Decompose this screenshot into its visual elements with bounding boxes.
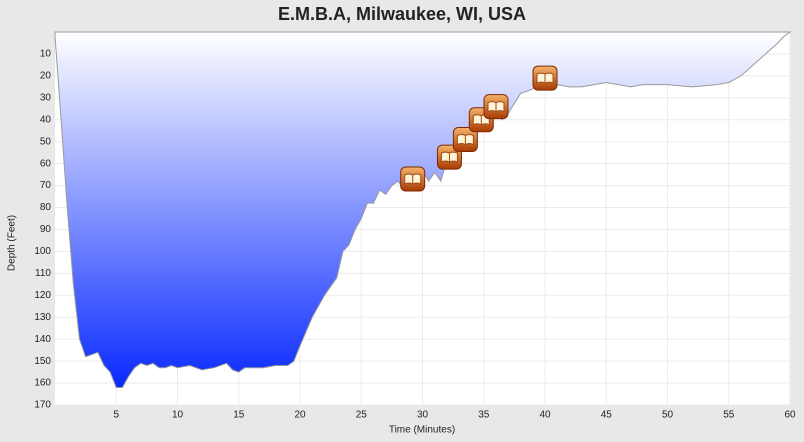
y-tick-label: 110 <box>35 268 51 279</box>
y-tick-label: 120 <box>34 290 51 301</box>
x-axis-label: Time (Minutes) <box>389 425 455 436</box>
y-tick-label: 80 <box>40 202 52 213</box>
x-tick-label: 15 <box>233 410 245 421</box>
x-tick-label: 40 <box>539 410 551 421</box>
y-tick-label: 10 <box>40 49 52 60</box>
x-tick-label: 10 <box>172 410 184 421</box>
x-tick-label: 5 <box>113 410 119 421</box>
y-tick-label: 100 <box>34 246 51 257</box>
chart-title: E.M.B.A, Milwaukee, WI, USA <box>278 4 526 24</box>
event-marker <box>452 127 478 153</box>
y-tick-label: 130 <box>34 312 51 323</box>
y-tick-label: 40 <box>40 114 52 125</box>
marker-book <box>456 134 474 146</box>
event-marker <box>400 166 426 192</box>
marker-book <box>536 72 554 84</box>
x-tick-label: 20 <box>294 410 306 421</box>
x-tick-label: 60 <box>784 410 796 421</box>
x-tick-label: 55 <box>723 410 735 421</box>
depth-area <box>54 31 792 388</box>
y-tick-label: 60 <box>40 158 52 169</box>
y-tick-label: 20 <box>40 71 52 82</box>
y-tick-label: 30 <box>40 92 52 103</box>
y-tick-label: 50 <box>40 136 52 147</box>
y-axis-label: Depth (Feet) <box>7 215 18 271</box>
x-tick-label: 50 <box>662 410 674 421</box>
y-tick-label: 160 <box>34 378 51 389</box>
x-tick-label: 45 <box>601 410 613 421</box>
marker-book <box>404 173 422 185</box>
x-tick-label: 35 <box>478 410 490 421</box>
event-marker <box>483 94 509 120</box>
event-marker <box>532 65 558 91</box>
y-tick-label: 90 <box>40 224 52 235</box>
x-tick-label: 30 <box>417 410 429 421</box>
y-tick-label: 170 <box>34 400 51 411</box>
y-tick-label: 70 <box>40 180 52 191</box>
x-tick-label: 25 <box>356 410 368 421</box>
marker-book <box>487 101 505 113</box>
y-tick-label: 150 <box>34 356 51 367</box>
marker-book <box>440 151 458 163</box>
y-tick-label: 140 <box>34 334 51 345</box>
